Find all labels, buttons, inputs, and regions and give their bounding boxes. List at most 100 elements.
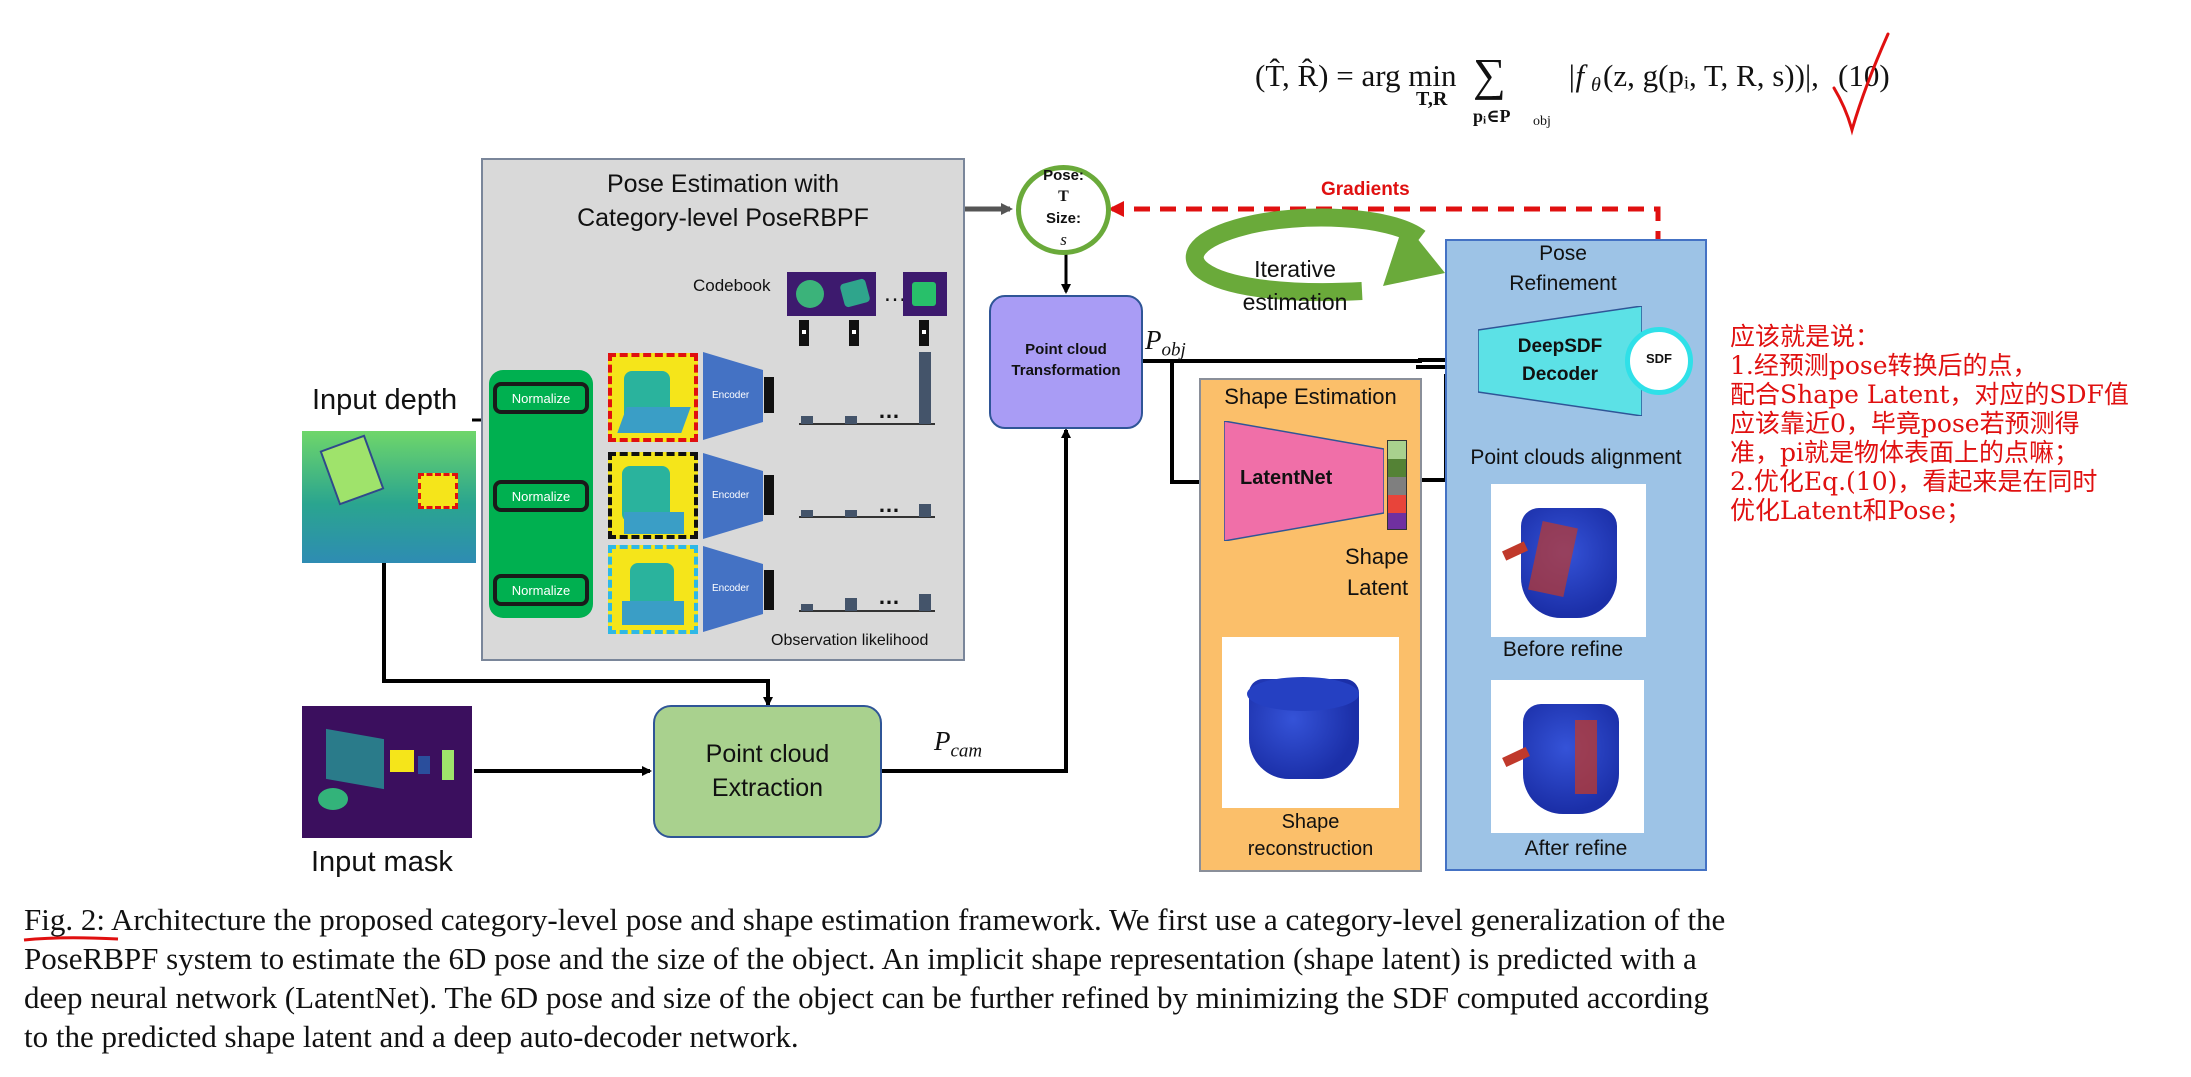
likelihood-bars-row-1 [799, 352, 935, 425]
equation-theta: θ [1591, 74, 1601, 96]
p-cam-label: Pcam [934, 726, 982, 762]
pose-node-t-label: T [1058, 188, 1069, 205]
likelihood-ellipsis-1: … [878, 398, 900, 423]
shape-panel-title: Shape Estimation [1224, 384, 1397, 409]
encoder-shape-1 [703, 352, 763, 440]
codebook-label: Codebook [693, 276, 771, 295]
depth-crop-1 [608, 353, 698, 442]
equation-args: (z, g(pᵢ, T, R, s))|, [1603, 58, 1819, 93]
shape-latent-label-line2: Latent [1347, 575, 1409, 600]
note-line-5: 准，pi就是物体表面上的点嘛； [1730, 438, 2080, 467]
encoder-code-1 [764, 377, 774, 413]
figure-caption: Fig. 2: Architecture the proposed catego… [24, 900, 1984, 1056]
p-cam-p: P [934, 726, 951, 756]
encoder-shape-3 [703, 546, 763, 632]
note-line-6: 2.优化Eq.(10)，看起来是在同时 [1730, 467, 2098, 496]
extraction-label-line1: Point cloud [705, 740, 830, 768]
codebook-code-2 [849, 320, 859, 346]
caption-line-2: PoseRBPF system to estimate the 6D pose … [24, 941, 1697, 976]
equation-sum-subscript-obj: obj [1533, 114, 1551, 129]
handwritten-note: 应该就是说： 1.经预测pose转换后的点， 配合Shape Latent，对应… [1730, 322, 2129, 525]
pose-panel-title-line1: Pose Estimation with [606, 170, 840, 198]
gradients-label: Gradients [1321, 179, 1410, 200]
equation-sum-subscript: pᵢ∈P [1473, 106, 1511, 126]
normalize-box-1: Normalize [493, 382, 589, 414]
after-refine-image [1491, 680, 1644, 833]
normalize-box-3: Normalize [493, 574, 589, 606]
likelihood-bars [799, 352, 935, 612]
pose-node-size-label: Size: [1045, 210, 1081, 227]
equation-body: |f [1567, 58, 1585, 93]
note-line-1: 应该就是说： [1730, 322, 1881, 351]
before-refine-image [1491, 484, 1646, 637]
caption-line-1-text: Architecture the proposed category-level… [111, 902, 1726, 937]
after-refine-label: After refine [1524, 837, 1628, 860]
encoder-label-3: Encoder [712, 583, 750, 594]
encoder-label-1: Encoder [712, 390, 750, 401]
p-cam-sub: cam [950, 740, 983, 762]
refine-title-line1: Pose [1539, 242, 1587, 265]
latentnet-shape [1224, 421, 1384, 541]
recon-label-line1: Shape [1281, 811, 1340, 833]
deepsdf-decoder-shape [1478, 306, 1642, 416]
caption-fig-label: Fig. 2: [24, 902, 105, 937]
shape-latent-label-line1: Shape [1345, 544, 1409, 569]
observation-likelihood-label: Observation likelihood [771, 632, 929, 649]
normalize-box-2: Normalize [493, 480, 589, 512]
equation: (T̂, R̂) = arg min T,R ∑ pᵢ∈P obj |f θ (… [1255, 48, 1955, 138]
input-depth-label: Input depth [312, 384, 458, 416]
iterative-label-line1: Iterative [1254, 256, 1336, 282]
encoder-code-3 [764, 570, 774, 610]
refine-title-line2: Refinement [1509, 272, 1617, 295]
latentnet-label: LatentNet [1240, 467, 1333, 489]
input-depth-image [302, 431, 476, 563]
likelihood-bars-row-2 [799, 504, 935, 518]
pct-label-line2: Transformation [1011, 362, 1121, 379]
extraction-label-line2: Extraction [711, 774, 824, 802]
decoder-label-line2: Decoder [1521, 364, 1599, 385]
check-mark-annotation [1832, 32, 1890, 136]
pose-node-pose-label: Pose: [1043, 167, 1084, 184]
p-obj-sub: obj [1161, 339, 1186, 361]
sdf-label: SDF [1646, 351, 1672, 366]
before-refine-label: Before refine [1502, 638, 1624, 661]
depth-crop-2 [608, 452, 698, 539]
encoder-code-2 [764, 475, 774, 515]
caption-line-4: to the predicted shape latent and a deep… [24, 1019, 799, 1054]
recon-label-line2: reconstruction [1247, 838, 1374, 860]
likelihood-ellipsis-3: … [878, 584, 900, 609]
point-cloud-transformation-box [989, 295, 1143, 429]
equation-sum-symbol: ∑ [1473, 49, 1506, 100]
codebook-thumbnail-2 [834, 272, 876, 316]
note-line-2: 1.经预测pose转换后的点， [1730, 351, 2038, 380]
note-line-3: 配合Shape Latent，对应的SDF值 [1730, 380, 2129, 409]
sdf-node [1625, 327, 1693, 395]
shape-reconstruction-image [1222, 637, 1399, 808]
note-line-4: 应该靠近0，毕竟pose若预测得 [1730, 409, 2080, 438]
p-obj-p: P [1145, 325, 1162, 355]
encoder-label-2: Encoder [712, 490, 750, 501]
point-cloud-extraction-box [653, 705, 882, 838]
codebook-code-3 [919, 320, 929, 346]
alignment-label: Point clouds alignment [1470, 446, 1682, 469]
caption-line-1: Fig. 2: Architecture the proposed catego… [24, 900, 1984, 939]
equation-number: (10) [1838, 58, 1890, 93]
pose-panel-title-line2: Category-level PoseRBPF [577, 204, 869, 232]
iterative-label-line2: estimation [1242, 289, 1348, 315]
depth-crop-3 [608, 545, 698, 634]
shape-latent-vector [1387, 440, 1407, 530]
pose-size-node [1016, 165, 1111, 255]
likelihood-ellipsis-2: … [878, 492, 900, 517]
equation-lhs: (T̂, R̂) = arg min [1255, 58, 1457, 93]
pct-label-line1: Point cloud [1025, 341, 1107, 358]
encoder-shape-2 [703, 453, 763, 539]
p-obj-label: Pobj [1145, 325, 1186, 361]
pose-node-s-label: s [1060, 230, 1067, 249]
codebook-thumbnail-1 [787, 272, 834, 316]
codebook-code-1 [799, 320, 809, 346]
input-mask-image [302, 706, 472, 838]
input-mask-label: Input mask [311, 846, 453, 878]
fig-underline-annotation [23, 936, 119, 942]
codebook-thumbnail-3 [903, 272, 947, 316]
decoder-label-line1: DeepSDF [1517, 336, 1603, 357]
